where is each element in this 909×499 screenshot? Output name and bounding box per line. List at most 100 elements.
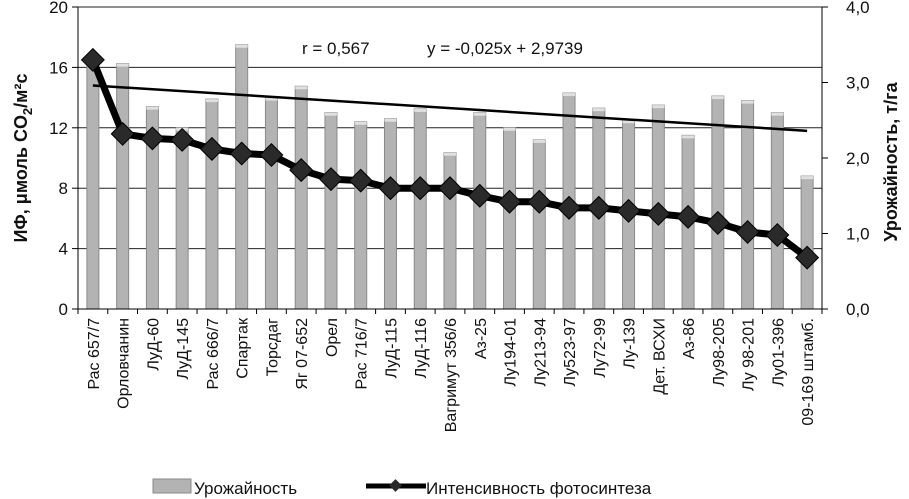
- category-label: Вагримут 356/6: [443, 318, 460, 432]
- bar-yield: [473, 112, 487, 310]
- left-axis-tick-label: 4: [59, 240, 68, 259]
- bar-yield: [413, 108, 427, 310]
- category-label: Лу194-01: [503, 318, 520, 387]
- bar-yield-cap: [711, 96, 724, 100]
- left-axis-tick-label: 16: [49, 58, 68, 77]
- photosynthesis-marker: [408, 176, 433, 201]
- photosynthesis-marker: [646, 201, 671, 226]
- photosynthesis-marker: [318, 167, 343, 192]
- right-axis-tick-label: 2,0: [846, 149, 870, 168]
- left-axis-tick-label: 8: [59, 179, 68, 198]
- bar-yield: [770, 112, 784, 310]
- left-axis-title-main: ИФ, μмоль CO: [11, 115, 31, 242]
- photosynthesis-marker: [140, 126, 165, 151]
- category-label: Яг 07-652: [294, 318, 311, 390]
- photosynthesis-marker: [289, 158, 314, 183]
- left-axis-title: ИФ, μмоль CO2/м²с: [11, 73, 35, 242]
- bar-yield-cap: [295, 86, 308, 90]
- bar-yield: [324, 112, 338, 310]
- bar-yield-cap: [622, 120, 635, 124]
- right-axis-tick-label: 1,0: [846, 225, 870, 244]
- right-axis-title: Урожайность, т/га: [881, 81, 901, 241]
- bar-yield: [294, 85, 308, 310]
- category-label: ЛуД-116: [413, 318, 430, 378]
- photosynthesis-marker: [795, 245, 820, 270]
- category-label: Лу72-99: [592, 318, 609, 378]
- line-layer: [80, 47, 820, 270]
- photosynthesis-marker: [80, 47, 105, 72]
- category-label: Аз-86: [681, 318, 698, 359]
- category-label: Аз-25: [473, 318, 490, 359]
- axes-layer: [72, 6, 828, 314]
- legend-line-marker: [389, 479, 402, 492]
- bar-yield: [86, 63, 100, 310]
- category-label: 09-169 штамб.: [800, 318, 817, 426]
- category-label: Лу01-396: [770, 318, 787, 387]
- bar-yield-cap: [563, 93, 576, 97]
- bar-yield: [175, 127, 189, 310]
- right-axis-tick-label: 4,0: [846, 0, 870, 17]
- bar-yield-cap: [444, 152, 456, 156]
- category-label: ЛуД-115: [383, 318, 400, 378]
- bar-yield-cap: [235, 44, 248, 48]
- legend-bar-swatch: [152, 478, 192, 494]
- photosynthesis-marker: [765, 222, 790, 248]
- photosynthesis-marker: [557, 195, 582, 220]
- category-label: Рас 716/7: [354, 318, 371, 390]
- right-axis-tick-label: 3,0: [846, 74, 870, 93]
- labels-layer: 0 4 8 12 16 20 0,0 1,0 2,0 3,0 4,0 Рас 657/7 Орловча…: [49, 0, 870, 432]
- category-label: ЛуД-145: [175, 318, 192, 380]
- legend-label-yield: Урожайность: [194, 479, 297, 498]
- legend: Урожайность Интенсивность фотосинтеза: [152, 478, 652, 498]
- bar-yield-cap: [354, 121, 367, 125]
- bar-yield-cap: [116, 63, 129, 67]
- category-label: Дет. ВСХИ: [651, 318, 668, 395]
- bar-yield: [532, 139, 546, 310]
- left-axis-tick-label: 0: [59, 300, 68, 319]
- bar-yield-cap: [414, 108, 427, 112]
- bar-yield: [205, 98, 219, 310]
- bar-yield: [741, 100, 755, 310]
- left-axis-tick-label: 20: [49, 0, 68, 17]
- category-label: ЛуД-60: [145, 318, 162, 371]
- trendline: [92, 84, 808, 133]
- bar-yield-cap: [503, 127, 516, 131]
- category-label: Рас 657/7: [86, 318, 103, 390]
- trend-layer: [92, 84, 808, 133]
- bar-yield-cap: [146, 106, 159, 110]
- left-axis-tick-label: 12: [49, 119, 68, 138]
- bar-yield-cap: [265, 97, 278, 101]
- bar-yield: [264, 97, 278, 310]
- bar-yield-cap: [324, 112, 337, 116]
- bar-yield-cap: [771, 112, 784, 116]
- category-label: Лу-139: [622, 318, 639, 369]
- category-label: Лу213-94: [532, 318, 549, 387]
- photosynthesis-marker: [467, 183, 492, 208]
- photosynthesis-marker: [229, 141, 254, 166]
- photosynthesis-marker: [437, 176, 463, 201]
- bar-yield: [116, 63, 130, 310]
- left-axis-title-tail: /м²с: [11, 73, 31, 107]
- bar-yield-cap: [384, 118, 397, 122]
- photosynthesis-marker: [378, 176, 403, 201]
- photosynthesis-marker: [735, 219, 760, 245]
- photosynthesis-marker: [616, 198, 641, 223]
- bar-yield-cap: [473, 112, 486, 116]
- bar-yield: [354, 121, 368, 310]
- category-label: Лу523-97: [562, 318, 579, 387]
- photosynthesis-marker: [348, 168, 373, 193]
- right-axis-tick-label: 0,0: [846, 300, 870, 319]
- photosynthesis-marker: [527, 189, 552, 214]
- photosynthesis-marker: [110, 121, 135, 146]
- photosynthesis-marker: [705, 210, 730, 235]
- bar-yield-cap: [533, 139, 546, 143]
- photosynthesis-marker: [170, 127, 195, 152]
- bar-yield-cap: [652, 105, 665, 109]
- photosynthesis-marker: [586, 195, 611, 220]
- category-label: Рас 666/7: [205, 318, 222, 390]
- category-label: Орел: [324, 318, 341, 357]
- photosynthesis-marker: [676, 204, 701, 229]
- bar-yield: [235, 44, 249, 310]
- category-label: Торсдаг: [264, 318, 281, 377]
